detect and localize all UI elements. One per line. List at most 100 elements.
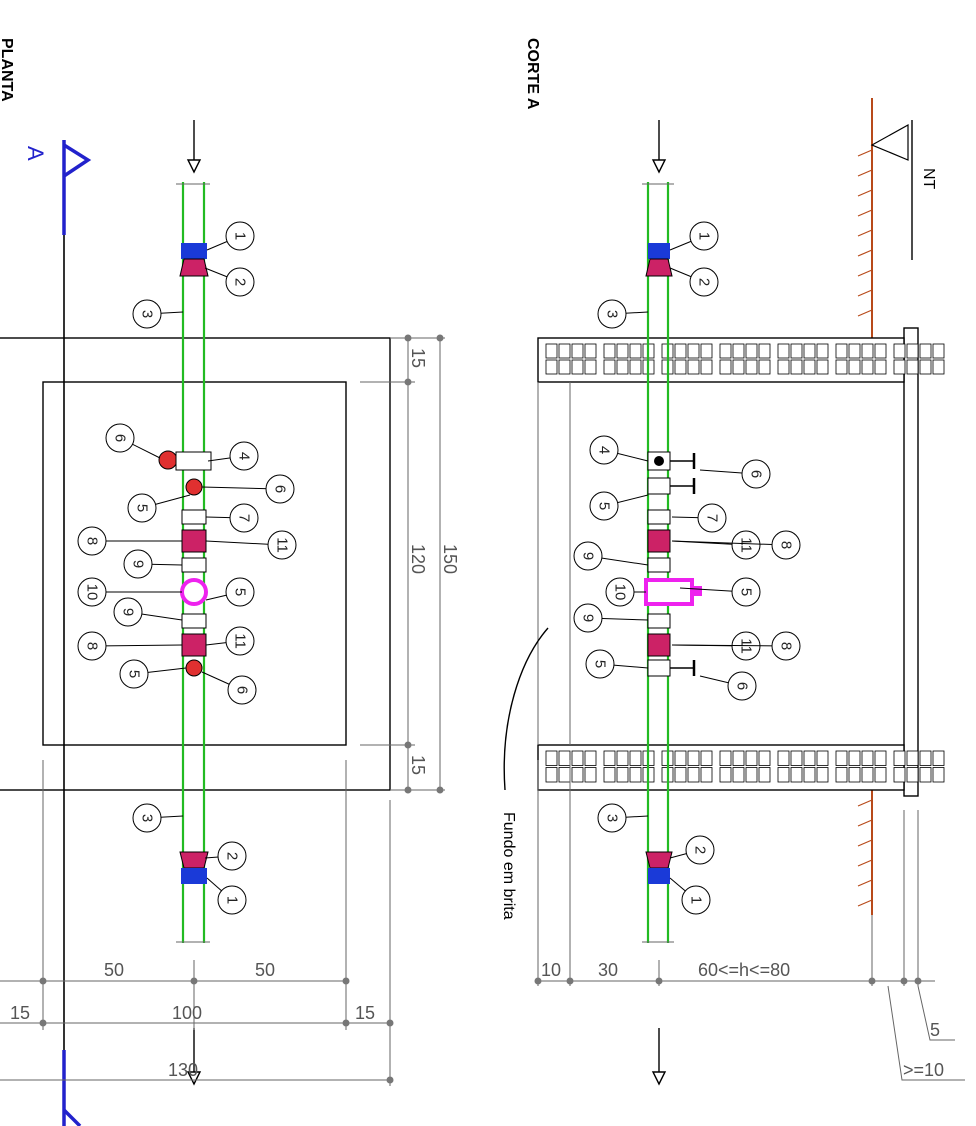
block-cell (919, 767, 932, 783)
callout-number: 9 (120, 608, 137, 616)
block-cell (874, 343, 887, 359)
callout-balloon: 6 (201, 474, 295, 504)
block-cell (874, 359, 887, 375)
fitting-9 (181, 557, 207, 573)
callout-balloon: 2 (204, 841, 247, 871)
callout-circle (225, 221, 255, 251)
dim-plan-inner-length: 120 (408, 544, 428, 574)
callout-balloon: 3 (597, 803, 649, 833)
block-cell (906, 359, 919, 375)
block-cell (835, 767, 848, 783)
callout-balloon: 8 (77, 631, 183, 661)
callout-balloon: 2 (669, 835, 715, 865)
adapter-bottom (179, 851, 209, 869)
block-cell (700, 750, 713, 766)
block-cell (932, 359, 945, 375)
callout-number: 6 (112, 434, 129, 442)
section-coupling-bottom (648, 868, 670, 884)
dim-section-cover: >=10 (903, 1060, 944, 1080)
block-cell (719, 767, 732, 783)
callout-circle (685, 835, 715, 865)
dim-plan-outer-length: 150 (440, 544, 460, 574)
callout-circle (113, 597, 143, 627)
block-cell (835, 359, 848, 375)
callout-number: 5 (592, 660, 609, 668)
callout-circle (689, 221, 719, 251)
chamber-outer-wall (0, 337, 391, 791)
block-cell (777, 767, 790, 783)
block-cell (603, 767, 616, 783)
callout-circle (605, 577, 635, 607)
callout-balloon: 6 (699, 459, 771, 489)
callout-leader (671, 540, 787, 546)
callout-number: 11 (232, 633, 249, 649)
callout-circle (132, 803, 162, 833)
block-cell (758, 750, 771, 766)
callout-number: 3 (604, 814, 621, 822)
callout-balloon: 1 (206, 877, 247, 915)
callout-circle (132, 299, 162, 329)
block-cell (835, 750, 848, 766)
callout-balloon: 4 (207, 441, 259, 471)
block-cell (584, 767, 597, 783)
callout-balloon: 1 (206, 221, 255, 251)
fitting-7 (181, 509, 207, 525)
callout-number: 8 (84, 537, 101, 545)
block-cell (687, 767, 700, 783)
dim-plan-wall-top: 15 (408, 348, 428, 368)
callout-balloon: 6 (201, 671, 257, 705)
block-cell (816, 767, 829, 783)
block-cell (790, 359, 803, 375)
block-cell (558, 343, 571, 359)
callout-number: 7 (236, 514, 253, 522)
callout-circle (589, 491, 619, 521)
block-cell (558, 767, 571, 783)
block-cell (545, 343, 558, 359)
block-cell (893, 359, 906, 375)
block-cell (700, 767, 713, 783)
block-cell (732, 767, 745, 783)
block-cell (803, 359, 816, 375)
callout-balloon: 7 (205, 503, 259, 533)
callout-balloon: 5 (119, 659, 187, 689)
block-cell (758, 767, 771, 783)
dim-section-axis: 30 (598, 960, 618, 980)
block-cell (777, 359, 790, 375)
block-cell (874, 767, 887, 783)
section-filter (644, 578, 694, 606)
block-cell (584, 359, 597, 375)
callout-number: 3 (139, 310, 156, 318)
dim-plan-outer-width: 130 (168, 1060, 198, 1080)
block-cell (893, 750, 906, 766)
callout-circle (731, 577, 761, 607)
callout-balloon: 5 (589, 491, 649, 521)
block-cell (545, 359, 558, 375)
callout-circle (681, 885, 711, 915)
block-cell (616, 343, 629, 359)
callout-balloon: 1 (669, 877, 711, 915)
callout-number: 11 (738, 537, 755, 553)
callout-number: 9 (130, 560, 147, 568)
block-cell (932, 767, 945, 783)
block-cell (603, 750, 616, 766)
callout-circle (225, 626, 255, 656)
gravel-leader (503, 627, 549, 791)
section-marker-label: A (23, 146, 48, 161)
callout-number: 4 (236, 452, 253, 460)
callout-number: 5 (738, 588, 755, 596)
callout-balloon: 5 (585, 649, 649, 679)
callout-circle (119, 659, 149, 689)
callout-balloon: 9 (123, 549, 183, 579)
callout-circle (597, 299, 627, 329)
block-cell (906, 767, 919, 783)
block-cell (687, 750, 700, 766)
callout-circle (127, 493, 157, 523)
callout-circle (585, 649, 615, 679)
block-cell (719, 750, 732, 766)
terrain-label: NT (920, 168, 937, 190)
block-cell (616, 767, 629, 783)
callout-circle (597, 803, 627, 833)
block-cell (816, 359, 829, 375)
callout-balloon: 2 (204, 267, 255, 297)
callout-balloon: 1 (669, 221, 719, 251)
